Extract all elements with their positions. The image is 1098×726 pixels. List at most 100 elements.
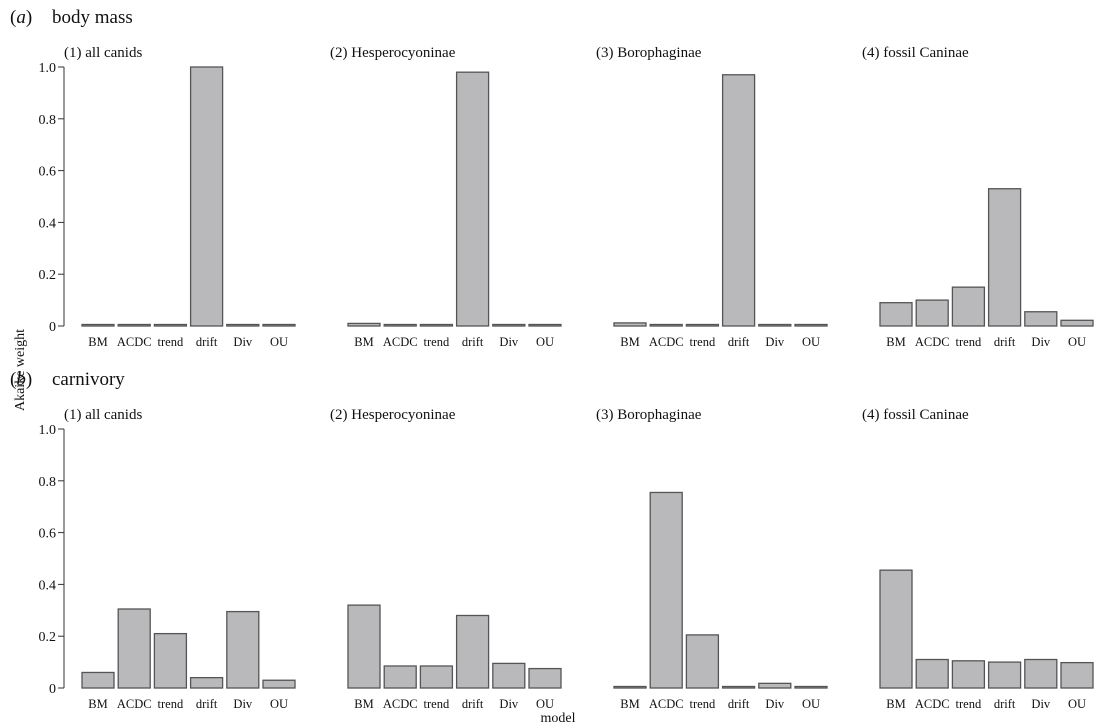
category-label: BM: [620, 335, 639, 349]
bar-ou: [528, 667, 562, 689]
category-label: OU: [536, 335, 554, 349]
bar-ou: [262, 323, 296, 327]
category-label: Div: [233, 335, 253, 349]
panel-a: (a) body mass 0 0.2 0.4 0.6 0.8 1.0 (1) all cani…: [10, 7, 1094, 349]
subplot-title: (2) Hesperocyoninae: [330, 45, 456, 61]
bar-acdc: [383, 323, 417, 327]
category-label: Div: [765, 697, 785, 711]
bar-drift: [189, 676, 224, 689]
subplot-a-1: (1) all canids BM ACDC trend drift Div OU: [64, 45, 296, 349]
bar-bm: [347, 322, 381, 327]
category-label: ACDC: [915, 335, 950, 349]
category-label: drift: [994, 697, 1016, 711]
bar-acdc: [649, 491, 683, 689]
category-label: trend: [424, 697, 450, 711]
y-tick-label: 0.6: [39, 165, 57, 180]
charts-container: (a) body mass 0 0.2 0.4 0.6 0.8 1.0 (1) all cani…: [10, 7, 1094, 711]
y-tick-label: 0.8: [39, 475, 57, 490]
panel-a-paren-close: ): [26, 7, 32, 28]
category-label: Div: [499, 697, 519, 711]
bar-div: [226, 610, 260, 689]
panel-a-letter: a: [16, 7, 26, 28]
category-label: drift: [196, 697, 218, 711]
x-axis-title: model: [541, 711, 576, 726]
category-label: ACDC: [649, 697, 684, 711]
subplot-a-4: (4) fossil Caninae BM ACDC trend drift Div OU: [862, 45, 1094, 349]
category-label: OU: [270, 335, 288, 349]
bar-drift: [455, 71, 490, 327]
y-tick-label: 0: [49, 320, 56, 335]
panel-b-letter: b: [16, 369, 26, 390]
subplot-a-3: (3) Borophaginae BM ACDC trend drift Div OU: [596, 45, 828, 349]
y-tick-label: 0.6: [39, 527, 57, 542]
category-label: drift: [462, 335, 484, 349]
bar-div: [1024, 658, 1058, 689]
category-label: trend: [690, 335, 716, 349]
bar-ou: [1060, 319, 1094, 327]
bar-acdc: [915, 658, 949, 689]
bar-drift: [987, 188, 1022, 327]
category-label: ACDC: [117, 335, 152, 349]
bar-acdc: [117, 323, 151, 327]
subplot-title: (2) Hesperocyoninae: [330, 407, 456, 423]
category-label: BM: [88, 335, 107, 349]
category-label: OU: [1068, 697, 1086, 711]
subplot-b-1: (1) all canids BM ACDC trend drift Div OU: [64, 407, 296, 711]
category-label: Div: [1031, 335, 1051, 349]
category-label: ACDC: [649, 335, 684, 349]
panel-b-title: carnivory: [52, 369, 125, 390]
category-label: OU: [802, 335, 820, 349]
panel-a-label: (a): [10, 7, 32, 28]
bar-trend: [419, 323, 454, 327]
subplot-title: (1) all canids: [64, 45, 142, 61]
bar-ou: [1060, 661, 1094, 689]
bar-drift: [189, 66, 224, 327]
category-label: OU: [802, 697, 820, 711]
bar-div: [492, 662, 526, 689]
bar-drift: [987, 661, 1022, 689]
category-label: trend: [956, 697, 982, 711]
bar-drift: [721, 685, 756, 689]
bar-trend: [951, 660, 986, 689]
panel-b: (b) carnivory 0 0.2 0.4 0.6 0.8 1.0 (1) all cani…: [10, 369, 1094, 711]
category-label: ACDC: [117, 697, 152, 711]
subplot-title: (3) Borophaginae: [596, 45, 702, 61]
category-label: BM: [886, 697, 905, 711]
category-label: OU: [270, 697, 288, 711]
bar-div: [492, 323, 526, 327]
bar-trend: [685, 634, 720, 689]
bar-acdc: [383, 665, 417, 689]
bar-ou: [794, 685, 828, 689]
y-tick-label: 0.4: [39, 216, 57, 231]
bar-trend: [153, 632, 188, 689]
bar-acdc: [915, 299, 949, 327]
category-label: drift: [728, 335, 750, 349]
subplot-b-2: (2) Hesperocyoninae BM ACDC trend drift Div OU: [330, 407, 562, 711]
category-label: trend: [690, 697, 716, 711]
bar-bm: [613, 685, 647, 689]
bar-ou: [528, 323, 562, 327]
category-label: ACDC: [383, 697, 418, 711]
y-tick-label: 1.0: [39, 423, 57, 438]
category-label: Div: [1031, 697, 1051, 711]
category-label: Div: [765, 335, 785, 349]
category-label: trend: [956, 335, 982, 349]
category-label: trend: [424, 335, 450, 349]
y-tick-label: 0.8: [39, 113, 57, 128]
category-label: BM: [886, 335, 905, 349]
category-label: ACDC: [383, 335, 418, 349]
bar-acdc: [117, 608, 151, 689]
panel-b-label: (b): [10, 369, 32, 390]
category-label: Div: [499, 335, 519, 349]
bar-bm: [347, 604, 381, 689]
bar-div: [1024, 311, 1058, 327]
category-label: BM: [354, 697, 373, 711]
y-tick-label: 0.2: [39, 630, 57, 645]
bar-drift: [455, 614, 490, 689]
bar-ou: [262, 679, 296, 689]
y-axis-title: Akaike weight: [13, 329, 28, 411]
bar-ou: [794, 323, 828, 327]
category-label: Div: [233, 697, 253, 711]
category-label: drift: [728, 697, 750, 711]
